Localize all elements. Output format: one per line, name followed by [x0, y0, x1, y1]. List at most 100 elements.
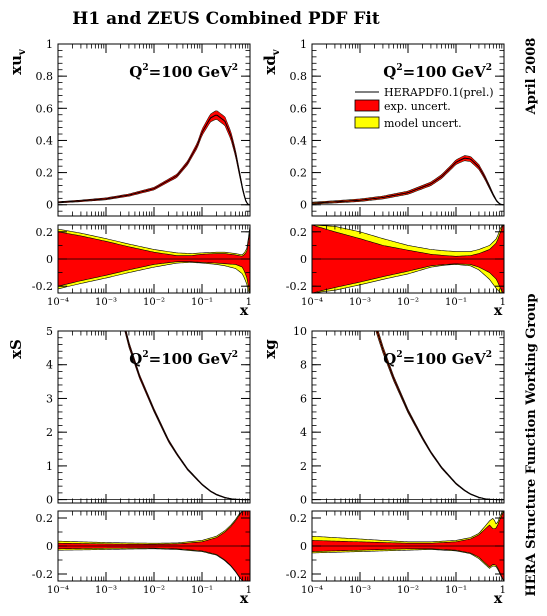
xS-y-tick-label: 1 — [46, 460, 53, 473]
xg-y-tick-label: 6 — [300, 392, 307, 405]
xdv-y-tick-label: 0.4 — [290, 134, 308, 147]
xdv-ratio-xlabel: x — [494, 303, 503, 319]
xg-ratio-x-tick-label: 10⁻⁴ — [301, 585, 323, 596]
xS-y-tick-label: 3 — [46, 392, 53, 405]
xS-y-tick-label: 5 — [46, 325, 53, 338]
xg-ratio-y-tick-label: 0 — [300, 540, 307, 553]
xuv-y-tick-label: 0.8 — [36, 70, 54, 83]
xdv-ratio-x-tick-label: 10⁻³ — [349, 297, 371, 308]
xuv-ylabel: xuv — [7, 48, 28, 75]
xg-scale-label: Q2=100 GeV2 — [383, 350, 492, 368]
xg-ratio-xlabel: x — [494, 591, 503, 607]
xdv-y-tick-label: 0.8 — [290, 70, 308, 83]
xuv-ratio-x-tick-label: 1 — [246, 297, 252, 308]
xg-ratio-x-tick-label: 10⁻² — [397, 585, 419, 596]
xdv-ratio-x-tick-label: 10⁻² — [397, 297, 419, 308]
xS-ratio-x-tick-label: 10⁻¹ — [191, 585, 213, 596]
xuv-ratio-y-tick-label: 0.2 — [36, 226, 54, 239]
xg-model-band — [375, 331, 504, 500]
xg-y-tick-label: 8 — [300, 359, 307, 372]
xg-y-tick-label: 10 — [293, 325, 307, 338]
xS-y-tick-label: 0 — [46, 494, 53, 507]
xdv-scale-label-part: =100 GeV — [403, 63, 486, 81]
xg-ylabel: xg — [261, 339, 279, 359]
xS-y-tick-label: 2 — [46, 426, 53, 439]
xuv-ratio-x-tick-label: 10⁻³ — [95, 297, 117, 308]
xuv-ratio-y-tick-label: -0.2 — [32, 280, 53, 293]
xuv-y-tick-label: 1 — [46, 38, 53, 51]
xuv-y-tick-label: 0.6 — [36, 102, 54, 115]
panel-xuv-plot-area — [58, 110, 250, 206]
xuv-scale-label-sup: 2 — [232, 63, 238, 73]
xuv-central-line — [58, 114, 250, 206]
xuv-scale-label-part: Q — [129, 63, 142, 81]
xuv-scale-label: Q2=100 GeV2 — [129, 63, 238, 81]
xuv-ratio-x-tick-label: 10⁻⁴ — [47, 297, 69, 308]
xg-central-line — [376, 331, 504, 501]
side-label-group: HERA Structure Function Working Group — [524, 294, 539, 597]
xdv-ylabel: xdv — [261, 48, 282, 74]
panel-xdv-ratio: -0.2 0 0.2 10⁻⁴ 10⁻³ 10⁻² 10⁻¹ 1x — [286, 224, 506, 319]
xuv-y-tick-label: 0.2 — [36, 167, 54, 180]
xuv-model-band — [58, 110, 250, 206]
xuv-ratio-x-tick-label: 10⁻² — [143, 297, 165, 308]
xdv-y-tick-label: 1 — [300, 38, 307, 51]
xS-ratio-x-tick-label: 10⁻³ — [95, 585, 117, 596]
panel-xdv-plot-area — [312, 155, 504, 206]
xdv-ratio-x-tick-label: 10⁻¹ — [445, 297, 467, 308]
figure-title: H1 and ZEUS Combined PDF Fit — [72, 9, 380, 29]
xS-ratio-y-tick-label: -0.2 — [32, 568, 53, 581]
xg-ratio-x-tick-label: 10⁻³ — [349, 585, 371, 596]
legend-exp-swatch — [354, 99, 380, 112]
xS-ratio-y-tick-label: 0.2 — [36, 512, 54, 525]
xg-ratio-x-tick-label: 10⁻¹ — [445, 585, 467, 596]
xdv-y-tick-label: 0.2 — [290, 167, 308, 180]
xdv-scale-label: Q2=100 GeV2 — [383, 63, 492, 81]
legend-model-label: model uncert. — [384, 117, 462, 130]
xS-ratio-x-tick-label: 10⁻⁴ — [47, 585, 69, 596]
xS-scale-label-part: =100 GeV — [149, 350, 232, 368]
xS-exp-band — [124, 331, 250, 500]
panel-xS-ratio: -0.2 0 0.2 10⁻⁴ 10⁻³ 10⁻² 10⁻¹ 1x — [32, 510, 252, 607]
legend-central-label: HERAPDF0.1(prel.) — [384, 86, 494, 99]
xuv-scale-label-part: =100 GeV — [149, 63, 232, 81]
xg-ratio-y-tick-label: 0.2 — [290, 512, 308, 525]
xS-y-tick-label: 4 — [46, 359, 53, 372]
xS-model-band — [124, 331, 250, 500]
xdv-ratio-x-tick-label: 1 — [500, 297, 506, 308]
xS-scale-label: Q2=100 GeV2 — [129, 350, 238, 368]
xg-y-tick-label: 2 — [300, 460, 307, 473]
panel-xuv-ratio: -0.2 0 0.2 10⁻⁴ 10⁻³ 10⁻² 10⁻¹ 1x — [32, 224, 252, 319]
xuv-ratio-x-tick-label: 10⁻¹ — [191, 297, 213, 308]
panel-xg: 0 2 4 6 8 10 xg Q2=100 GeV2 — [261, 325, 505, 507]
xuv-y-tick-label: 0 — [46, 199, 53, 212]
xuv-y-tick-label: 0.4 — [36, 134, 54, 147]
xS-scale-label-part: Q — [129, 350, 142, 368]
legend-model-swatch — [354, 116, 380, 129]
xg-ratio-x-tick-label: 1 — [500, 585, 506, 596]
panel-xuv-ratio-plot-area — [58, 225, 250, 293]
xg-scale-label-part: Q — [383, 350, 396, 368]
xS-ratio-xlabel: x — [240, 591, 249, 607]
xg-y-tick-label: 0 — [300, 494, 307, 507]
side-label-date: April 2008 — [524, 38, 539, 116]
xg-y-tick-label: 4 — [300, 426, 307, 439]
legend-exp-label: exp. uncert. — [384, 100, 451, 113]
xg-scale-label-sup: 2 — [396, 350, 402, 360]
legend: HERAPDF0.1(prel.) exp. uncert. model unc… — [354, 86, 494, 130]
xdv-ratio-y-tick-label: -0.2 — [286, 280, 307, 293]
xS-ratio-y-tick-label: 0 — [46, 540, 53, 553]
xdv-scale-label-sup: 2 — [486, 63, 492, 73]
xdv-scale-label-sup: 2 — [396, 63, 402, 73]
xdv-central-line — [312, 157, 504, 206]
panel-xg-ratio-plot-area — [312, 511, 504, 581]
panel-xg-plot-area — [312, 331, 504, 501]
xdv-ratio-y-tick-label: 0.2 — [290, 226, 308, 239]
xg-scale-label-part: =100 GeV — [403, 350, 486, 368]
xuv-ratio-y-tick-label: 0 — [46, 253, 53, 266]
xuv-scale-label-sup: 2 — [142, 63, 148, 73]
xdv-y-tick-label: 0 — [300, 199, 307, 212]
